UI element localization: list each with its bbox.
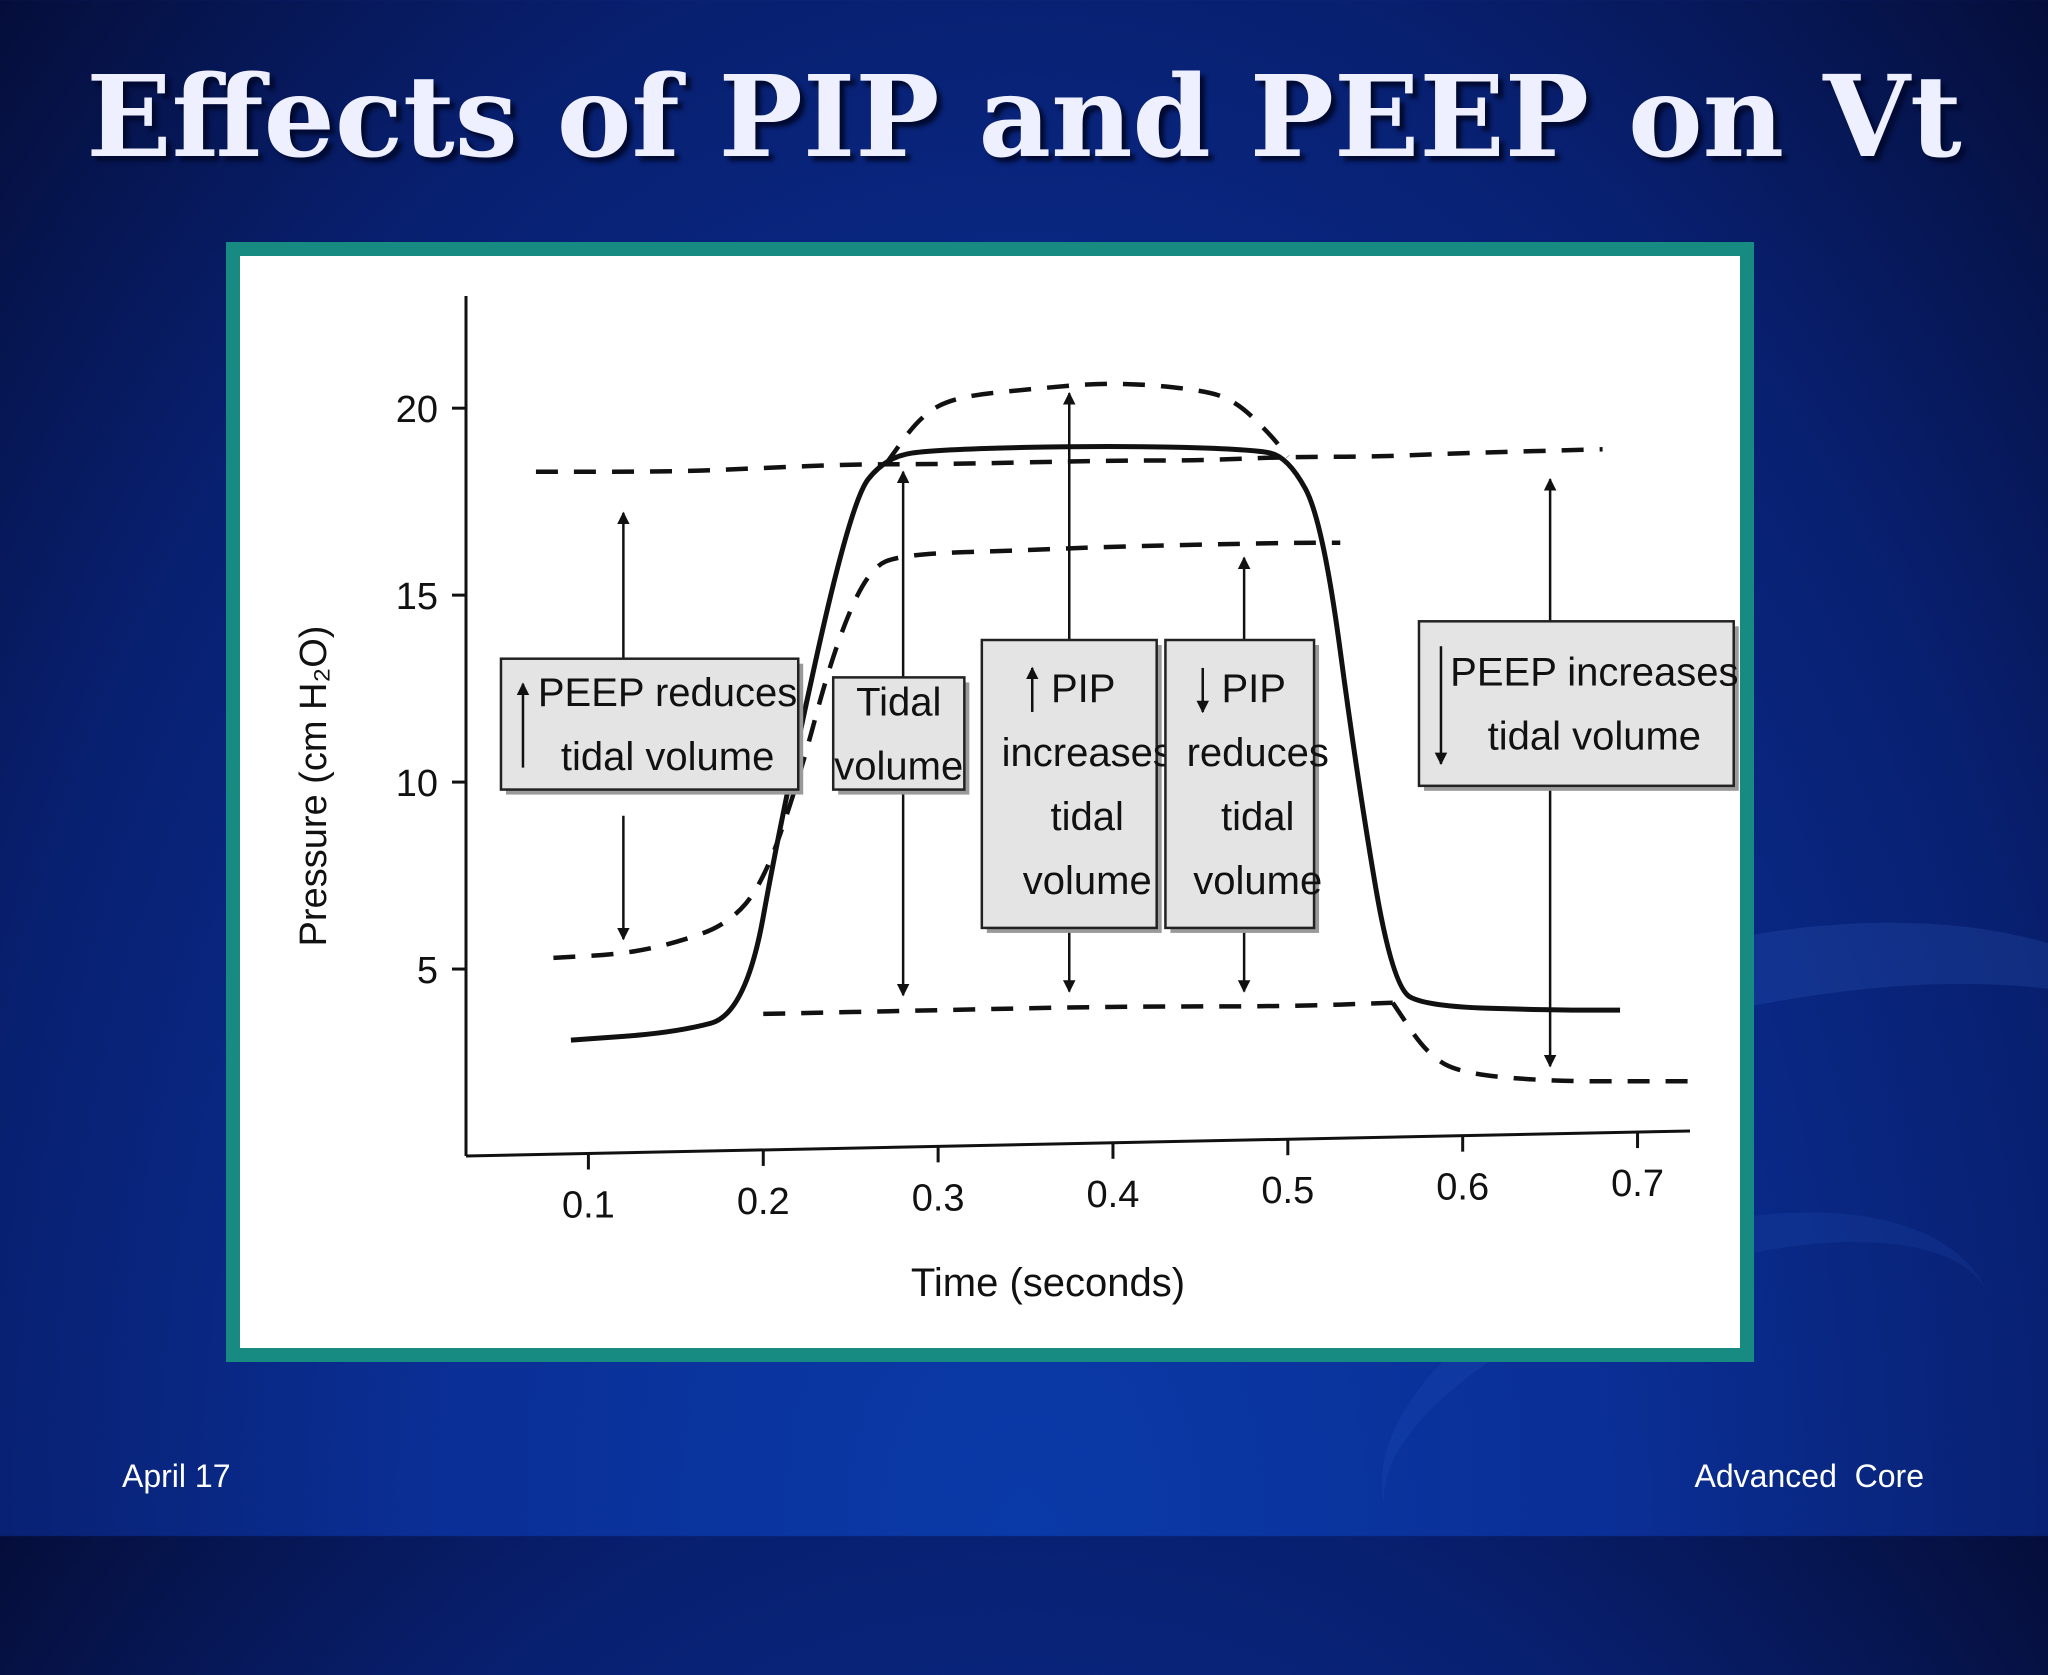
annotation-line: volume (1023, 859, 1152, 903)
annotation-box (980, 638, 1158, 930)
annotation-line: PIP (1222, 667, 1286, 711)
footer-course: Advanced Core (1694, 1458, 1924, 1494)
annotation-line: volume (834, 744, 963, 788)
series-line-3 (535, 447, 1603, 474)
figure-frame: 5 10 15 20 0.1 0.2 0.3 0.4 0.5 0.6 0.7 PEEP reduce… (226, 242, 1754, 1362)
y-tick-label: 15 (396, 576, 438, 618)
series-line-5 (763, 1000, 1393, 1017)
y-tick-label: 10 (396, 763, 438, 805)
annotation-box (499, 657, 800, 791)
annotation-peep-increases: PEEP increases tidal volume (1417, 620, 1739, 791)
figure-panel: 5 10 15 20 0.1 0.2 0.3 0.4 0.5 0.6 0.7 PEEP reduce… (240, 256, 1740, 1348)
annotation-line: PIP (1051, 667, 1115, 711)
series-line-1 (570, 444, 1621, 1043)
annotation-line: increases (1002, 731, 1173, 775)
footer-date: April 17 (122, 1458, 231, 1494)
x-tick-label: 0.5 (1261, 1170, 1314, 1212)
annotation-line: Tidal (856, 680, 941, 724)
annotation-tidal-volume: Tidal volume (831, 676, 970, 795)
pressure-time-chart: 5 10 15 20 0.1 0.2 0.3 0.4 0.5 0.6 0.7 PEEP reduce… (293, 296, 1739, 1305)
annotation-pip-increases: PIP increases tidal volume (980, 638, 1173, 933)
chart-axes: 5 10 15 20 0.1 0.2 0.3 0.4 0.5 0.6 0.7 (396, 296, 1691, 1227)
annotation-box (1417, 620, 1735, 788)
annotation-line: tidal (1221, 795, 1294, 839)
y-tick-label: 5 (417, 950, 438, 992)
x-tick-label: 0.1 (562, 1185, 615, 1227)
chart-annotations: PEEP reduces tidal volume Tidal volume PIP in… (499, 620, 1739, 933)
annotation-box (831, 676, 966, 791)
y-tick-label: 20 (396, 389, 438, 431)
annotation-line: PEEP reduces (538, 671, 797, 715)
series-line-2 (883, 381, 1290, 466)
annotation-line: PEEP increases (1450, 651, 1738, 695)
annotation-line: volume (1193, 859, 1322, 903)
annotation-line: tidal (1051, 795, 1124, 839)
x-tick-label: 0.2 (737, 1181, 790, 1223)
annotation-box (1164, 638, 1316, 930)
annotation-line: tidal volume (561, 735, 774, 779)
x-tick-label: 0.4 (1087, 1174, 1140, 1216)
x-axis-line (465, 1129, 1691, 1158)
x-tick-label: 0.7 (1611, 1163, 1664, 1205)
x-tick-label: 0.6 (1436, 1167, 1489, 1209)
annotation-line: reduces (1187, 731, 1329, 775)
x-axis-label: Time (seconds) (911, 1261, 1185, 1305)
slide-title: Effects of PIP and PEEP on Vt (86, 52, 1962, 183)
annotation-pip-reduces: PIP reduces tidal volume (1164, 638, 1329, 933)
annotation-peep-reduces: PEEP reduces tidal volume (499, 657, 804, 795)
x-tick-label: 0.3 (912, 1177, 965, 1219)
annotation-line: tidal volume (1488, 715, 1701, 759)
series-line-6 (1390, 1001, 1690, 1084)
y-axis-label: Pressure (cm H₂O) (293, 626, 335, 947)
chart-series (535, 381, 1690, 1084)
